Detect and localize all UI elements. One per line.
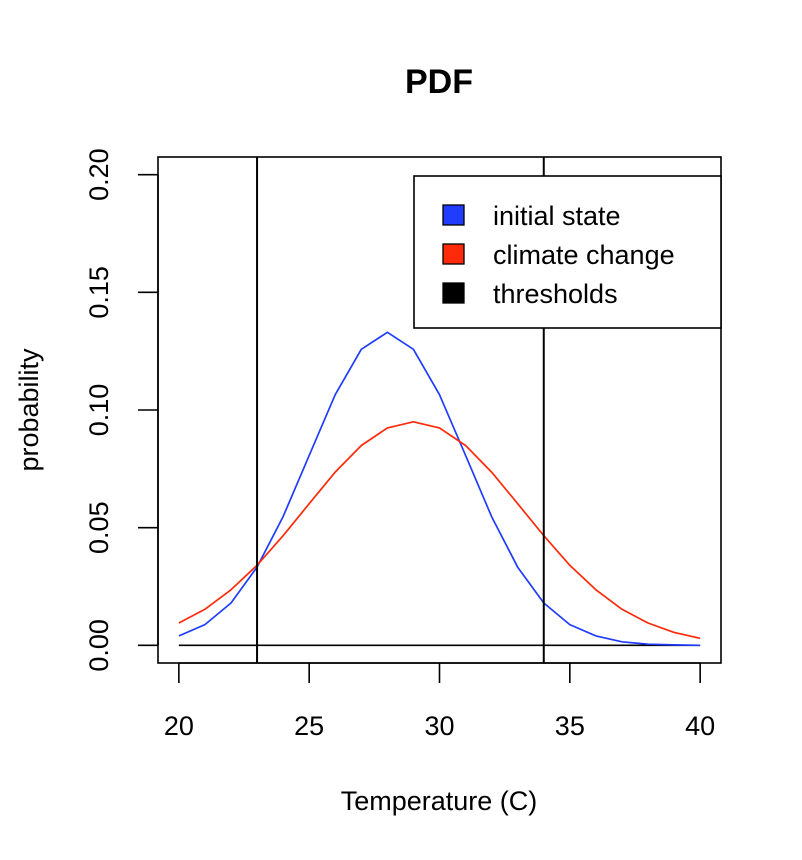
y-axis-label: probability xyxy=(14,348,44,472)
x-axis-label: Temperature (C) xyxy=(341,786,538,816)
x-tick-label: 30 xyxy=(424,711,454,741)
legend-swatch xyxy=(442,204,465,226)
legend-label: thresholds xyxy=(493,279,618,309)
legend-swatch xyxy=(442,243,465,265)
y-tick-label: 0.00 xyxy=(84,619,114,672)
x-tick-label: 40 xyxy=(685,711,715,741)
y-axis: 0.00 0.05 0.10 0.15 0.20 xyxy=(84,148,159,672)
x-axis: 20 25 30 35 40 xyxy=(164,662,715,741)
plot-frame xyxy=(157,156,722,664)
chart-title: PDF xyxy=(405,63,473,101)
legend-swatch xyxy=(442,282,465,304)
series-line-climate-change xyxy=(178,420,701,640)
y-tick-label: 0.15 xyxy=(84,266,114,319)
legend-box xyxy=(413,175,722,329)
legend: initial state climate change thresholds xyxy=(413,175,722,329)
x-tick-label: 25 xyxy=(294,711,324,741)
y-tick-label: 0.20 xyxy=(84,148,114,201)
legend-label: initial state xyxy=(493,201,621,231)
y-tick-label: 0.10 xyxy=(84,384,114,437)
x-tick-label: 20 xyxy=(164,711,194,741)
x-tick-label: 35 xyxy=(555,711,585,741)
legend-label: climate change xyxy=(493,240,675,270)
y-tick-label: 0.05 xyxy=(84,501,114,554)
series-line-initial-state xyxy=(178,331,701,647)
